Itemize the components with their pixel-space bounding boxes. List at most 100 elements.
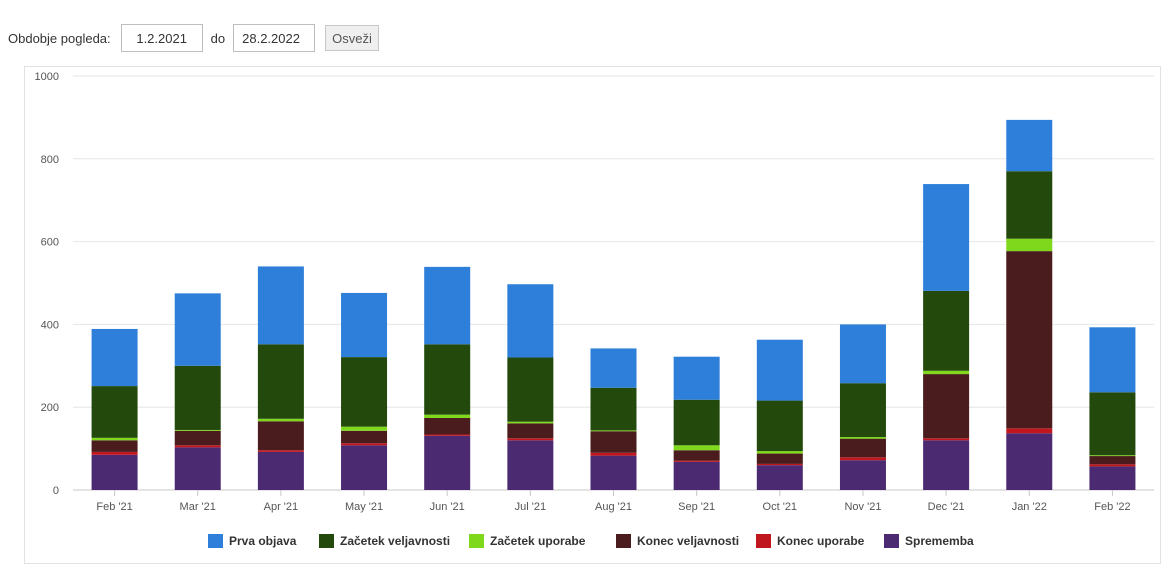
bar-segment[interactable] (756, 400, 803, 452)
bar-segment[interactable] (174, 365, 221, 430)
bar-segment[interactable] (257, 418, 304, 422)
bar-segment[interactable] (341, 292, 388, 358)
bar-segment[interactable] (590, 431, 637, 453)
bar-segment[interactable] (923, 290, 970, 371)
bar-segment[interactable] (590, 348, 637, 388)
bar-segment[interactable] (174, 293, 221, 366)
bar-segment[interactable] (424, 414, 471, 418)
bar-segment[interactable] (756, 453, 803, 464)
bar-segment[interactable] (756, 465, 803, 490)
bar-segment[interactable] (923, 370, 970, 375)
bar-segment[interactable] (507, 440, 554, 490)
bar-segment[interactable] (424, 435, 471, 490)
bar-segment[interactable] (1089, 392, 1136, 456)
bar-segment[interactable] (91, 451, 138, 455)
bar-segment[interactable] (91, 328, 138, 387)
bar-segment[interactable] (341, 443, 388, 446)
bar-segment[interactable] (590, 430, 637, 432)
bar-segment[interactable] (673, 450, 720, 461)
bar-segment[interactable] (673, 356, 720, 400)
bar-segment[interactable] (424, 417, 471, 435)
legend-item[interactable]: Začetek veljavnosti (319, 534, 450, 548)
bar-segment[interactable] (507, 357, 554, 422)
bar-stack[interactable] (1089, 327, 1136, 490)
bar-segment[interactable] (257, 451, 304, 490)
bar-stack[interactable] (756, 339, 803, 490)
bar-segment[interactable] (507, 421, 554, 424)
bar-segment[interactable] (174, 429, 221, 431)
bar-segment[interactable] (923, 440, 970, 490)
bar-segment[interactable] (341, 430, 388, 444)
bar-segment[interactable] (174, 447, 221, 490)
bar-stack[interactable] (1006, 119, 1053, 490)
date-to-input[interactable]: 28.2.2022 (233, 24, 316, 52)
bar-segment[interactable] (839, 438, 886, 458)
bar-segment[interactable] (507, 423, 554, 439)
legend-item[interactable]: Prva objava (208, 534, 297, 548)
bar-segment[interactable] (341, 445, 388, 490)
bar-segment[interactable] (923, 374, 970, 439)
bar-stack[interactable] (341, 292, 388, 490)
bar-segment[interactable] (507, 438, 554, 441)
bar-segment[interactable] (1006, 119, 1053, 172)
legend-item[interactable]: Začetek uporabe (469, 534, 586, 548)
bar-segment[interactable] (91, 440, 138, 452)
bar-segment[interactable] (91, 437, 138, 441)
bar-segment[interactable] (1006, 433, 1053, 490)
bar-segment[interactable] (673, 445, 720, 451)
bar-segment[interactable] (1089, 455, 1136, 457)
bar-segment[interactable] (1006, 238, 1053, 252)
bar-segment[interactable] (923, 184, 970, 291)
date-from-input[interactable]: 1.2.2021 (120, 24, 203, 52)
bar-stack[interactable] (673, 356, 720, 490)
bar-segment[interactable] (590, 452, 637, 456)
bar-segment[interactable] (839, 383, 886, 438)
bar-segment[interactable] (341, 426, 388, 431)
bar-segment[interactable] (1006, 171, 1053, 239)
bar-segment[interactable] (1006, 428, 1053, 434)
bar-segment[interactable] (1089, 466, 1136, 490)
bar-segment[interactable] (424, 266, 471, 345)
bar-segment[interactable] (257, 266, 304, 345)
bar-segment[interactable] (1006, 251, 1053, 429)
refresh-button[interactable]: Osveži (325, 25, 379, 51)
bar-segment[interactable] (91, 386, 138, 438)
legend-item[interactable]: Sprememba (884, 534, 974, 548)
bar-segment[interactable] (174, 445, 221, 448)
bar-segment[interactable] (673, 460, 720, 462)
bar-segment[interactable] (590, 455, 637, 490)
legend-item[interactable]: Konec uporabe (756, 534, 865, 548)
bar-segment[interactable] (923, 438, 970, 441)
bar-segment[interactable] (424, 434, 471, 436)
bar-segment[interactable] (756, 463, 803, 466)
bar-segment[interactable] (839, 457, 886, 461)
bar-segment[interactable] (1089, 456, 1136, 465)
bar-stack[interactable] (91, 328, 138, 490)
bar-stack[interactable] (257, 266, 304, 490)
bar-segment[interactable] (257, 344, 304, 419)
bar-segment[interactable] (1089, 327, 1136, 393)
legend-item[interactable]: Konec veljavnosti (616, 534, 739, 548)
bar-segment[interactable] (91, 454, 138, 490)
bar-segment[interactable] (673, 399, 720, 446)
bar-segment[interactable] (839, 437, 886, 439)
bar-segment[interactable] (174, 430, 221, 446)
bar-segment[interactable] (257, 421, 304, 451)
bar-stack[interactable] (174, 293, 221, 490)
bar-segment[interactable] (257, 450, 304, 452)
bar-segment[interactable] (839, 324, 886, 384)
bar-segment[interactable] (756, 339, 803, 401)
bar-segment[interactable] (673, 461, 720, 490)
bar-segment[interactable] (341, 357, 388, 427)
bar-segment[interactable] (424, 344, 471, 415)
bar-stack[interactable] (424, 266, 471, 490)
bar-stack[interactable] (839, 324, 886, 490)
bar-stack[interactable] (923, 184, 970, 490)
bar-segment[interactable] (756, 451, 803, 454)
bar-stack[interactable] (507, 284, 554, 490)
bar-segment[interactable] (590, 387, 637, 431)
bar-segment[interactable] (839, 460, 886, 490)
bar-segment[interactable] (507, 284, 554, 358)
bar-stack[interactable] (590, 348, 637, 490)
bar-segment[interactable] (1089, 464, 1136, 467)
